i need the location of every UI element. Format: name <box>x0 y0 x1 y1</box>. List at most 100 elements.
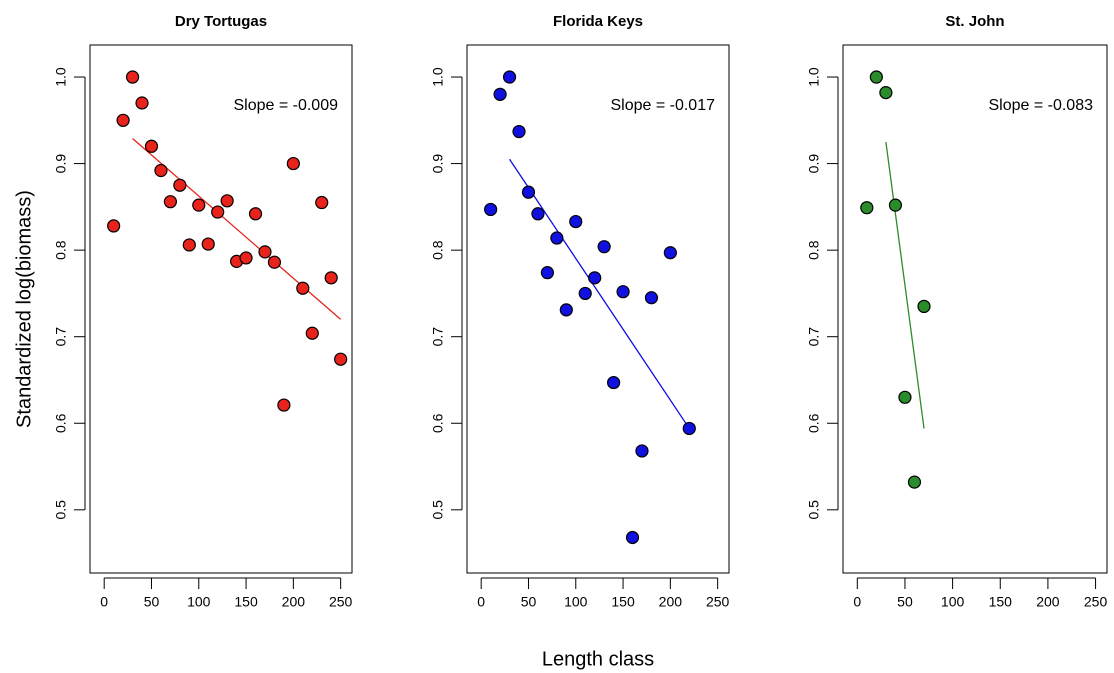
y-tick-label: 0.5 <box>53 500 69 520</box>
y-tick-label: 0.8 <box>806 240 822 260</box>
point <box>135 96 149 110</box>
y-axis-label: Standardized log(biomass) <box>13 190 35 428</box>
x-tick-label: 200 <box>659 594 683 610</box>
slope-annotation: Slope = -0.009 <box>233 97 338 114</box>
slope-annotation: Slope = -0.017 <box>610 97 715 114</box>
point <box>888 198 903 212</box>
panel-title: St. John <box>945 13 1004 30</box>
x-tick-label: 150 <box>611 594 635 610</box>
x-tick-label: 200 <box>282 594 306 610</box>
y-tick-label: 0.7 <box>53 327 69 347</box>
y-tick-label: 0.6 <box>430 413 446 433</box>
x-tick-label: 50 <box>144 594 160 610</box>
point <box>211 205 225 219</box>
y-tick-label: 1.0 <box>806 67 822 87</box>
y-tick-label: 1.0 <box>430 67 446 87</box>
point <box>531 207 545 221</box>
point <box>521 185 536 199</box>
point <box>502 70 517 84</box>
plot-frame <box>466 44 730 574</box>
y-tick-label: 0.8 <box>430 240 446 260</box>
point <box>116 113 130 127</box>
y-tick-label: 0.7 <box>430 327 446 347</box>
point <box>917 299 931 314</box>
x-tick-label: 100 <box>564 594 588 610</box>
fit-line <box>885 141 925 429</box>
x-tick-label: 150 <box>989 594 1013 610</box>
y-tick-label: 0.8 <box>53 240 69 260</box>
point <box>173 178 187 192</box>
point <box>182 238 196 252</box>
x-axis-label: Length class <box>542 648 654 670</box>
plot-frame <box>89 44 353 574</box>
x-tick-label: 100 <box>187 594 211 610</box>
point <box>144 139 159 153</box>
y-tick-label: 0.5 <box>430 500 446 520</box>
point <box>663 246 677 260</box>
point <box>107 219 121 233</box>
point <box>286 156 300 171</box>
point <box>277 398 291 412</box>
point <box>559 303 573 317</box>
point <box>296 281 310 295</box>
point <box>334 352 348 366</box>
x-tick-label: 0 <box>477 594 485 610</box>
point <box>607 375 621 390</box>
plot-frame <box>842 44 1108 574</box>
x-tick-label: 0 <box>100 594 108 610</box>
fit-line <box>509 158 690 429</box>
point <box>682 421 696 436</box>
point <box>907 475 922 489</box>
point <box>220 194 234 208</box>
x-tick-label: 150 <box>234 594 258 610</box>
panel-title: Florida Keys <box>553 13 643 30</box>
point <box>550 231 564 245</box>
point <box>898 390 912 404</box>
point <box>239 251 253 265</box>
x-tick-label: 100 <box>941 594 965 610</box>
slope-annotation: Slope = -0.083 <box>988 97 1093 114</box>
point <box>163 195 177 209</box>
point <box>569 214 583 229</box>
y-tick-label: 0.9 <box>53 154 69 174</box>
point <box>625 530 640 545</box>
point <box>578 286 592 301</box>
point <box>258 245 272 259</box>
point <box>493 87 507 101</box>
point <box>305 326 319 340</box>
point <box>540 266 554 280</box>
y-tick-label: 0.6 <box>53 413 69 433</box>
y-tick-label: 1.0 <box>53 67 69 87</box>
x-tick-label: 250 <box>1084 594 1108 610</box>
point <box>248 207 263 221</box>
point <box>879 86 893 100</box>
point <box>125 70 140 84</box>
point <box>860 201 874 215</box>
x-tick-label: 50 <box>521 594 537 610</box>
point <box>588 271 602 285</box>
y-tick-label: 0.5 <box>806 500 822 520</box>
x-tick-label: 0 <box>853 594 861 610</box>
point <box>267 255 282 269</box>
point <box>484 202 498 217</box>
point <box>597 240 611 254</box>
point <box>616 285 630 299</box>
point <box>154 163 168 178</box>
x-tick-label: 50 <box>897 594 913 610</box>
point <box>635 444 649 458</box>
x-tick-label: 250 <box>329 594 353 610</box>
y-tick-label: 0.7 <box>806 327 822 347</box>
point <box>512 124 526 139</box>
y-tick-label: 0.9 <box>806 154 822 174</box>
panel-title: Dry Tortugas <box>175 13 267 30</box>
point <box>644 291 659 305</box>
x-tick-label: 200 <box>1036 594 1060 610</box>
y-tick-label: 0.9 <box>430 154 446 174</box>
point <box>869 70 883 84</box>
x-tick-label: 250 <box>706 594 730 610</box>
y-tick-label: 0.6 <box>806 413 822 433</box>
point <box>201 237 215 251</box>
point <box>315 195 329 210</box>
